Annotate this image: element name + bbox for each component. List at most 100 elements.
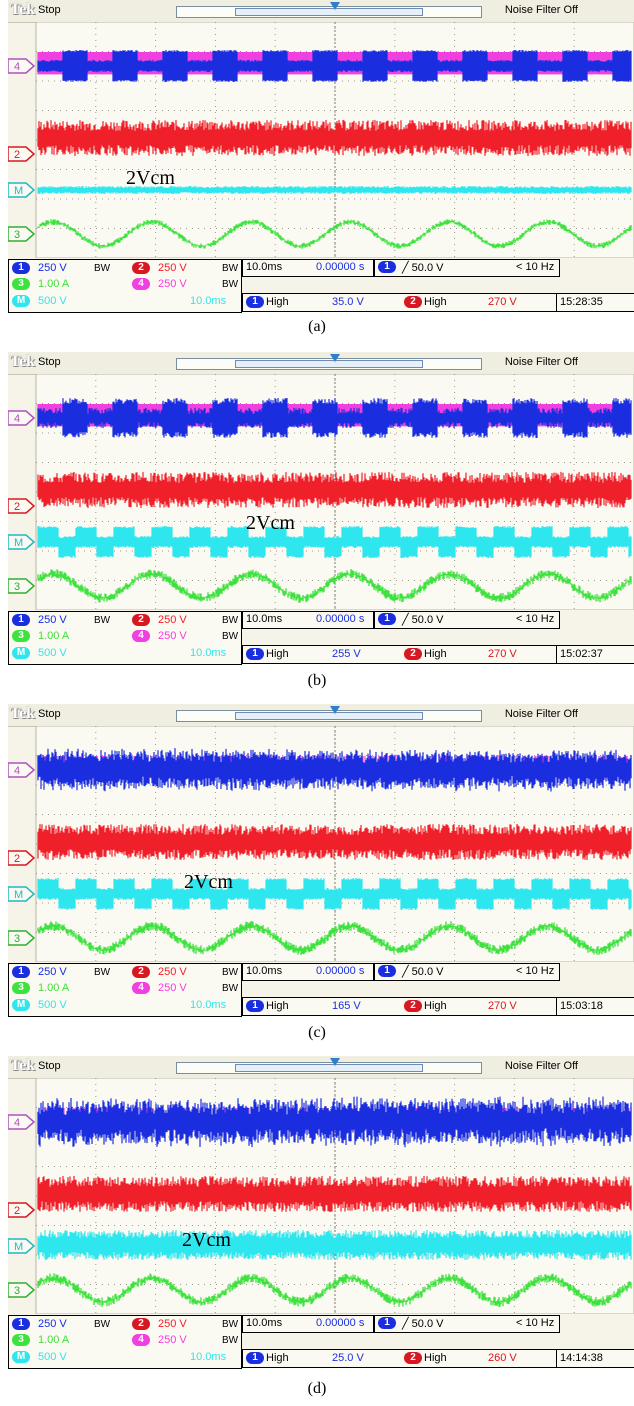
ch3-chip: 3 [12,982,30,994]
ch2-trace [37,472,632,508]
brand-logo: Tek [10,705,36,722]
ch2-marker: 2 [8,850,36,866]
waveform-display: 4 2 M 3 2Vcm [8,22,634,258]
ch2-marker: 2 [8,1202,36,1218]
ch3-marker: 3 [8,578,36,594]
math-chip: M [12,647,30,659]
acquisition-status: Stop [38,708,61,720]
trigger-position-icon [330,354,340,362]
annotation-2vcm: 2Vcm [184,871,233,893]
math-chip: M [12,295,30,307]
ch1-chip: 1 [12,1318,30,1330]
timebase-box [242,1315,374,1333]
trigger-source-chip: 1 [378,613,396,625]
clock-time: 15:28:35 [560,296,603,308]
svg-text:M: M [14,537,23,549]
brand-logo: Tek [10,353,36,370]
meas1-chip: 1 [246,648,264,660]
ch1-trace [37,50,632,82]
record-bar [176,1062,482,1074]
svg-text:3: 3 [14,229,20,241]
ch3-trace [37,1273,632,1307]
ch2-chip: 2 [132,1318,150,1330]
annotation-2vcm: 2Vcm [126,167,175,189]
ch2-bw-icon: BW [222,263,239,274]
timebase: 10.0ms [246,613,283,625]
ch3-trace [37,569,632,603]
ch2-trace [37,120,632,156]
clock-box [556,645,634,664]
trigger-level: ╱ 50.0 V [402,966,444,978]
timebase: 10.0ms [246,261,283,273]
ch1-chip: 1 [12,614,30,626]
ch4-marker: 4 [8,1114,36,1130]
waveform-display: 4 2 M 3 2Vcm [8,374,634,610]
trigger-position: 0.00000 s [316,965,365,977]
trigger-position-icon [330,2,340,10]
svg-text:2: 2 [14,1205,20,1217]
ch2-chip: 2 [132,966,150,978]
ch4-scale: 250 V [158,1334,187,1346]
ch1-bw-icon: BW [94,263,111,274]
math-timebase: 10.0ms [190,647,227,659]
math-marker: M [8,886,36,902]
ch1-trace [37,398,632,438]
meas1-value: 25.0 V [332,1352,364,1364]
math-marker: M [8,182,36,198]
record-bar [176,358,482,370]
trigger-position: 0.00000 s [316,613,365,625]
status-bar: Tek Stop Noise Filter Off [8,0,634,23]
ch3-chip: 3 [12,1334,30,1346]
noise-filter-status: Noise Filter Off [504,356,578,368]
math-scale: 500 V [38,647,67,659]
scope-panel: Tek Stop Noise Filter Off 4 2 M 3 2Vcm 1 250 … [0,704,634,1054]
ch1-scale: 250 V [38,966,67,978]
svg-text:4: 4 [14,413,20,425]
meas1-value: 165 V [332,1000,361,1012]
ch4-bw-icon: BW [222,279,239,290]
trigger-frequency: < 10 Hz [516,965,555,977]
svg-text:4: 4 [14,765,20,777]
waveform-display: 4 2 M 3 2Vcm [8,1078,634,1314]
channel-readout-box [8,611,242,665]
ch2-trace [37,824,632,860]
math-timebase: 10.0ms [190,999,227,1011]
record-bar [176,710,482,722]
ch3-chip: 3 [12,630,30,642]
ch2-scale: 250 V [158,614,187,626]
scope-screen: Tek Stop Noise Filter Off 4 2 M 3 2Vcm 1 250 … [8,704,634,1017]
ch2-scale: 250 V [158,1318,187,1330]
trigger-box [374,1315,560,1333]
trigger-source-chip: 1 [378,261,396,273]
svg-text:2: 2 [14,853,20,865]
ch2-scale: 250 V [158,262,187,274]
trigger-source-chip: 1 [378,965,396,977]
status-bar: Tek Stop Noise Filter Off [8,704,634,727]
scope-screen: Tek Stop Noise Filter Off 4 2 M 3 2Vcm 1 250 … [8,0,634,313]
svg-text:M: M [14,1241,23,1253]
timebase-box [242,611,374,629]
trigger-level: ╱ 50.0 V [402,614,444,626]
ch4-chip: 4 [132,630,150,642]
math-trace [37,1230,632,1260]
clock-time: 14:14:38 [560,1352,603,1364]
ch1-scale: 250 V [38,1318,67,1330]
ch4-bw-icon: BW [222,1335,239,1346]
acquisition-status: Stop [38,356,61,368]
svg-text:3: 3 [14,933,20,945]
svg-text:M: M [14,185,23,197]
ch4-scale: 250 V [158,982,187,994]
svg-text:3: 3 [14,581,20,593]
trigger-level: ╱ 50.0 V [402,1318,444,1330]
timebase: 10.0ms [246,1317,283,1329]
scope-panel: Tek Stop Noise Filter Off 4 2 M 3 2Vcm 1 250 … [0,352,634,702]
meas1-label: High [266,1000,289,1012]
ch2-chip: 2 [132,614,150,626]
ch2-marker: 2 [8,146,36,162]
math-trace [37,878,632,910]
ch4-chip: 4 [132,1334,150,1346]
meas2-chip: 2 [404,1000,422,1012]
ch2-bw-icon: BW [222,1319,239,1330]
math-timebase: 10.0ms [190,1351,227,1363]
ch3-trace [37,921,632,955]
